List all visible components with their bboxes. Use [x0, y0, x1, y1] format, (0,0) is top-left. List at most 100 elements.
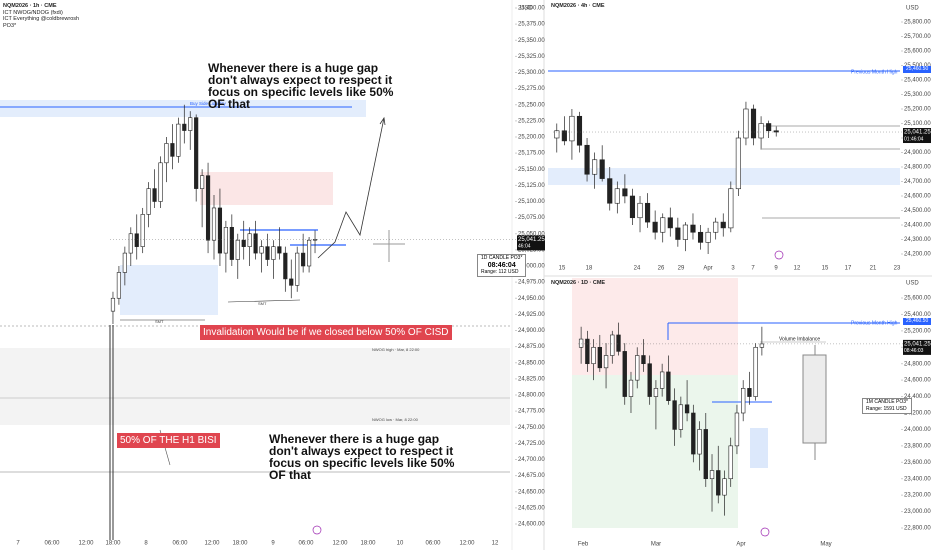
x-tick-label: 21	[870, 266, 877, 272]
chart-header: PO3*	[3, 22, 17, 29]
gap-note: Whenever there is a huge gap don't alway…	[269, 432, 455, 482]
currency-label: USD	[906, 6, 919, 12]
discount-zone	[572, 375, 738, 528]
candle-body	[753, 346, 758, 397]
box-title: 1D CANDLE PO3*	[481, 255, 523, 261]
chart-header: NQM2026 · 4h · CME	[551, 3, 605, 9]
countdown-label: 08:46:03	[904, 348, 924, 354]
last-price-label: 25,041.25	[904, 130, 931, 136]
candle-body	[616, 334, 621, 352]
candle-body	[569, 115, 575, 142]
candle-body	[614, 188, 620, 204]
candle-body	[554, 130, 560, 139]
smt-label: SMT	[155, 319, 164, 324]
candle-body	[607, 178, 613, 204]
y-tick-label: 25,350.00	[518, 38, 545, 44]
month-po3-box: 1M CANDLE PO3* Range: 1591 USD	[862, 398, 912, 414]
fvg-zone	[200, 172, 333, 205]
y-tick-label: 25,600.00	[904, 296, 931, 302]
candle-body	[675, 227, 681, 240]
candle-body	[728, 445, 733, 480]
y-tick-label: 24,975.00	[518, 280, 545, 286]
candle-body	[759, 343, 765, 348]
candle-body	[597, 346, 602, 369]
y-tick-label: 25,300.00	[518, 70, 545, 76]
y-tick-label: 24,725.00	[518, 441, 545, 447]
bisi-zone	[548, 168, 900, 185]
y-tick-label: 24,775.00	[518, 409, 545, 415]
x-tick-label: 12:00	[204, 541, 220, 547]
y-tick-label: 23,200.00	[904, 493, 931, 499]
nwog-zone	[0, 348, 510, 425]
pmh-price: 25,460.50	[903, 66, 932, 73]
y-tick-label: 22,800.00	[904, 526, 931, 532]
candle-body	[164, 143, 169, 164]
smt-label: SMT	[258, 301, 267, 306]
last-price-box	[903, 128, 931, 144]
candle-body	[152, 188, 157, 202]
bisi-tag: 50% OF THE H1 BISI	[117, 433, 220, 448]
y-tick-label: 25,250.00	[518, 102, 545, 108]
pmh-label: Previous Month High	[851, 69, 898, 75]
x-tick-label: Apr	[736, 542, 745, 548]
currency-label: USD	[906, 281, 919, 287]
x-tick-label: 3	[731, 266, 735, 272]
x-tick-label: 06:00	[44, 541, 60, 547]
x-tick-label: Feb	[578, 542, 589, 548]
x-tick-label: 8	[144, 541, 148, 547]
y-tick-label: 24,000.00	[904, 427, 931, 433]
candle-body	[637, 202, 643, 219]
candle-body	[561, 130, 567, 142]
last-price-box	[517, 235, 545, 251]
candle-body	[253, 233, 258, 254]
candle-body	[716, 470, 721, 496]
candle-body	[217, 207, 223, 254]
x-tick-label: 06:00	[172, 541, 188, 547]
candle-body	[678, 404, 684, 430]
day-po3-box: 1D CANDLE PO3* 08:46:04 Range: 112 USD	[477, 254, 527, 277]
candle-body	[741, 388, 746, 414]
candle-body	[734, 412, 740, 447]
y-tick-label: 24,200.00	[904, 252, 931, 258]
candle-body	[301, 252, 306, 267]
smt-line	[227, 299, 301, 303]
y-tick-label: 23,800.00	[904, 443, 931, 449]
candle-body	[307, 239, 312, 267]
y-tick-label: 25,225.00	[518, 118, 545, 124]
x-tick-label: 26	[658, 266, 665, 272]
y-tick-label: 24,825.00	[518, 376, 545, 382]
y-tick-label: 24,875.00	[518, 344, 545, 350]
premium-zone	[572, 278, 738, 375]
x-tick-label: Mar	[651, 542, 661, 548]
y-tick-label: 23,000.00	[904, 509, 931, 515]
y-tick-label: 24,800.00	[904, 165, 931, 171]
y-tick-label: 25,325.00	[518, 54, 545, 60]
candle-body	[709, 470, 715, 480]
candle-body	[578, 338, 584, 348]
candle-body	[728, 188, 734, 229]
buy-side-label: Buy Side Liquidity	[190, 101, 227, 106]
y-tick-label: 24,800.00	[904, 361, 931, 367]
candle-body	[622, 351, 627, 397]
bisi-zone	[120, 265, 218, 315]
y-tick-label: 24,900.00	[904, 150, 931, 156]
y-tick-label: 24,950.00	[518, 296, 545, 302]
liquidity-zone	[0, 100, 366, 117]
y-tick-label: 25,000.00	[518, 264, 545, 270]
event-icon[interactable]	[774, 250, 784, 260]
candle-body	[628, 379, 634, 397]
candle-body	[703, 429, 708, 480]
y-tick-label: 25,200.00	[904, 328, 931, 334]
y-tick-label: 24,750.00	[518, 425, 545, 431]
candle-body	[697, 231, 704, 243]
candle-body	[629, 195, 636, 219]
event-icon[interactable]	[312, 525, 322, 535]
candle-body	[697, 429, 702, 455]
event-icon[interactable]	[760, 527, 770, 537]
y-tick-label: 25,100.00	[518, 199, 545, 205]
candle-body	[773, 130, 779, 133]
candle-body	[277, 246, 282, 254]
chart-header: NQM2026 · 1D · CME	[551, 280, 606, 286]
x-tick-label: 23	[894, 266, 901, 272]
